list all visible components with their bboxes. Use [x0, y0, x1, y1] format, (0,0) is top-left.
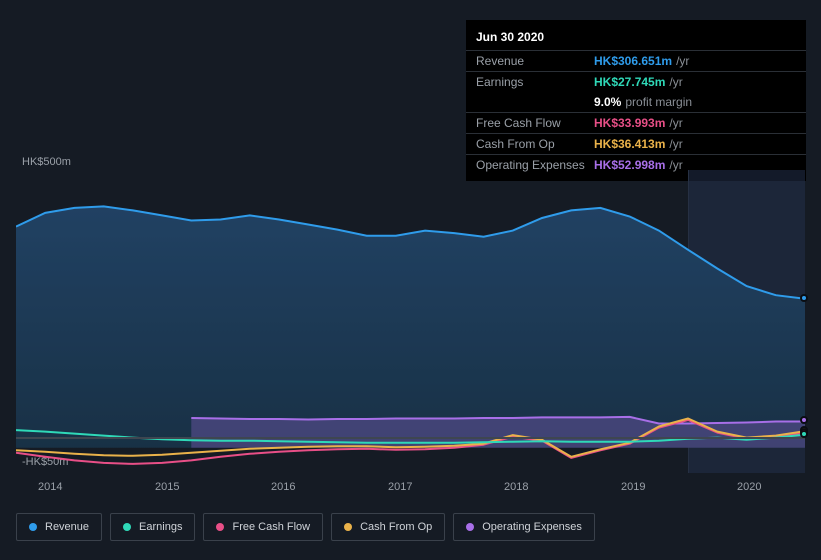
x-tick-label: 2018: [504, 481, 528, 493]
series-end-dot: [800, 416, 808, 424]
tooltip-suffix: /yr: [676, 54, 689, 68]
tooltip-suffix: /yr: [669, 137, 682, 151]
y-tick-label: HK$500m: [22, 156, 71, 168]
legend-item-opex[interactable]: Operating Expenses: [453, 513, 595, 541]
series-end-dot: [800, 294, 808, 302]
legend-label: Earnings: [139, 521, 182, 533]
x-tick-label: 2014: [38, 481, 62, 493]
legend-dot-icon: [466, 523, 474, 531]
tooltip-row-fcf: Free Cash Flow HK$33.993m /yr: [466, 112, 806, 133]
x-tick-label: 2017: [388, 481, 412, 493]
legend-label: Free Cash Flow: [232, 521, 310, 533]
tooltip-label: [476, 95, 594, 109]
tooltip-label: Cash From Op: [476, 137, 594, 151]
tooltip-value: HK$36.413m: [594, 137, 665, 151]
tooltip-label: Earnings: [476, 75, 594, 89]
tooltip-suffix: /yr: [669, 116, 682, 130]
chart-svg: [16, 170, 805, 473]
legend-item-revenue[interactable]: Revenue: [16, 513, 102, 541]
x-tick-label: 2020: [737, 481, 761, 493]
legend-dot-icon: [216, 523, 224, 531]
chart-legend: Revenue Earnings Free Cash Flow Cash From O…: [16, 513, 595, 541]
x-tick-label: 2019: [621, 481, 645, 493]
tooltip-row-earnings: Earnings HK$27.745m /yr: [466, 71, 806, 92]
tooltip-label: Free Cash Flow: [476, 116, 594, 130]
tooltip-label: Revenue: [476, 54, 594, 68]
legend-item-earnings[interactable]: Earnings: [110, 513, 195, 541]
tooltip-profit-pct: 9.0%: [594, 95, 621, 109]
zero-axis-line: [16, 437, 805, 439]
tooltip-value: HK$33.993m: [594, 116, 665, 130]
tooltip-value: HK$27.745m: [594, 75, 665, 89]
legend-label: Operating Expenses: [482, 521, 582, 533]
legend-item-fcf[interactable]: Free Cash Flow: [203, 513, 323, 541]
legend-label: Revenue: [45, 521, 89, 533]
legend-dot-icon: [344, 523, 352, 531]
x-tick-label: 2016: [271, 481, 295, 493]
tooltip-suffix: /yr: [669, 75, 682, 89]
legend-item-cfo[interactable]: Cash From Op: [331, 513, 445, 541]
tooltip-row-revenue: Revenue HK$306.651m /yr: [466, 50, 806, 71]
legend-dot-icon: [123, 523, 131, 531]
legend-label: Cash From Op: [360, 521, 432, 533]
chart-tooltip: Jun 30 2020 Revenue HK$306.651m /yr Earn…: [466, 20, 806, 181]
tooltip-profit-label: profit margin: [625, 95, 692, 109]
series-end-dot: [800, 430, 808, 438]
tooltip-row-profit-margin: 9.0% profit margin: [466, 92, 806, 112]
legend-dot-icon: [29, 523, 37, 531]
tooltip-row-cfo: Cash From Op HK$36.413m /yr: [466, 133, 806, 154]
financial-chart[interactable]: [16, 170, 805, 473]
tooltip-date: Jun 30 2020: [466, 26, 806, 50]
tooltip-value: HK$306.651m: [594, 54, 672, 68]
x-tick-label: 2015: [155, 481, 179, 493]
